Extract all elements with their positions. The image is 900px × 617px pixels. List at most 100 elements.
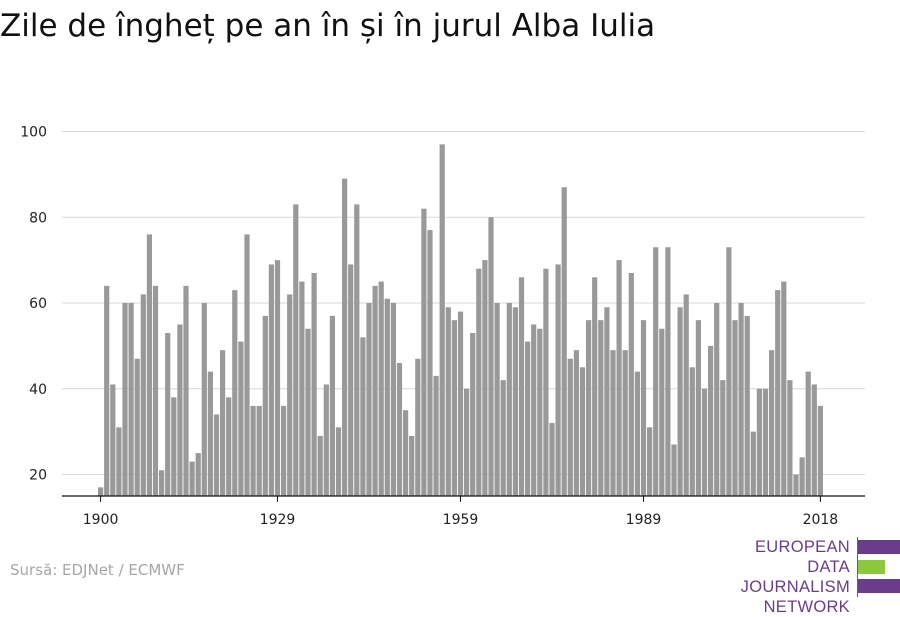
bar-1985 <box>616 260 622 496</box>
bar-1913 <box>177 324 183 496</box>
bar-1948 <box>390 303 396 496</box>
logo-line-3: NETWORK <box>763 598 850 616</box>
bar-2005 <box>738 303 744 496</box>
logo-line-1: EUROPEAN <box>754 538 850 556</box>
bar-1917 <box>201 303 207 496</box>
bar-2002 <box>720 380 726 496</box>
bar-1951 <box>409 435 415 496</box>
bar-1989 <box>640 320 647 496</box>
bar-1915 <box>189 461 195 496</box>
bar-2011 <box>775 290 781 496</box>
bar-1905 <box>128 303 134 496</box>
bar-2013 <box>787 380 793 496</box>
bar-1901 <box>104 285 110 496</box>
bar-1967 <box>506 303 512 496</box>
bar-2017 <box>811 384 817 496</box>
bar-1988 <box>634 371 640 496</box>
bar-1965 <box>494 303 500 496</box>
bar-1950 <box>403 410 409 496</box>
bar-1922 <box>232 290 238 496</box>
bar-1979 <box>579 367 586 496</box>
bar-2009 <box>762 388 769 496</box>
bar-1929 <box>274 260 281 496</box>
bar-1942 <box>354 204 360 496</box>
bar-1946 <box>378 281 384 496</box>
bar-1997 <box>689 367 695 496</box>
bar-2015 <box>799 457 805 496</box>
bar-1969 <box>518 277 525 496</box>
logo-text: EUROPEAN DATA JOURNALISM NETWORK <box>700 537 850 617</box>
bar-1910 <box>159 470 165 496</box>
bar-2006 <box>744 315 750 496</box>
bar-1902 <box>110 384 116 496</box>
bar-1956 <box>439 144 445 497</box>
logo-bar-purple-top <box>858 540 900 554</box>
bar-1941 <box>348 264 354 496</box>
bar-1970 <box>525 341 531 496</box>
logo-divider <box>857 537 858 597</box>
bar-1919 <box>213 414 220 496</box>
bar-1971 <box>531 324 537 496</box>
bar-1900 <box>98 487 104 496</box>
bar-2001 <box>714 303 720 496</box>
bar-1973 <box>543 268 549 496</box>
bar-1983 <box>604 307 610 496</box>
bar-2014 <box>793 474 799 496</box>
bar-2000 <box>708 345 714 496</box>
edjnet-logo[interactable]: EUROPEAN DATA JOURNALISM NETWORK <box>700 537 900 616</box>
bar-1982 <box>598 320 604 496</box>
bar-2007 <box>750 431 756 496</box>
bar-1962 <box>476 268 482 496</box>
bar-1987 <box>628 272 634 496</box>
bar-1936 <box>317 435 323 496</box>
logo-bar-purple-bottom <box>858 579 900 593</box>
bar-1952 <box>415 358 421 496</box>
y-tick-label-40: 40 <box>29 382 47 398</box>
y-tick-label-60: 60 <box>29 296 47 312</box>
bar-1974 <box>549 423 555 496</box>
bar-2010 <box>769 350 775 496</box>
bar-1954 <box>427 230 433 497</box>
y-tick-labels: 20 40 60 80 100 <box>20 125 47 484</box>
bar-1906 <box>134 358 140 496</box>
bar-1904 <box>122 303 128 496</box>
bar-1925 <box>250 405 256 496</box>
bar-1999 <box>701 388 708 496</box>
bar-1918 <box>207 371 213 496</box>
bar-1911 <box>165 333 171 496</box>
x-tick-label-1989: 1989 <box>626 512 662 528</box>
chart-title: Zile de îngheț pe an în și în jurul Alba… <box>0 8 656 44</box>
bar-1907 <box>140 294 146 496</box>
bar-1903 <box>116 427 122 496</box>
bar-1977 <box>567 358 573 496</box>
bar-1930 <box>281 405 287 496</box>
bar-1990 <box>647 427 653 496</box>
bar-1981 <box>592 277 598 496</box>
bar-1958 <box>451 320 457 496</box>
bar-2003 <box>726 247 732 496</box>
logo-bar-green <box>858 560 885 574</box>
bar-1972 <box>537 328 543 496</box>
y-tick-label-80: 80 <box>29 210 47 226</box>
bar-1940 <box>342 178 348 496</box>
x-axis <box>62 495 865 502</box>
x-tick-label-1900: 1900 <box>83 512 119 528</box>
bars <box>98 144 823 497</box>
bar-1945 <box>372 285 378 496</box>
bar-1993 <box>665 247 671 496</box>
bar-1927 <box>262 315 268 496</box>
bar-1924 <box>244 234 250 496</box>
logo-line-2: DATA JOURNALISM <box>740 558 850 596</box>
bar-1957 <box>445 307 451 496</box>
bar-1963 <box>482 260 488 496</box>
bar-1947 <box>384 298 390 496</box>
bar-1921 <box>226 397 232 496</box>
bar-1996 <box>683 294 689 496</box>
bar-1953 <box>421 208 427 497</box>
bar-1923 <box>238 341 244 496</box>
bar-1944 <box>366 303 372 496</box>
bar-1961 <box>470 333 476 496</box>
bar-1933 <box>299 281 305 496</box>
bar-1934 <box>305 328 311 496</box>
y-tick-label-100: 100 <box>20 125 47 141</box>
